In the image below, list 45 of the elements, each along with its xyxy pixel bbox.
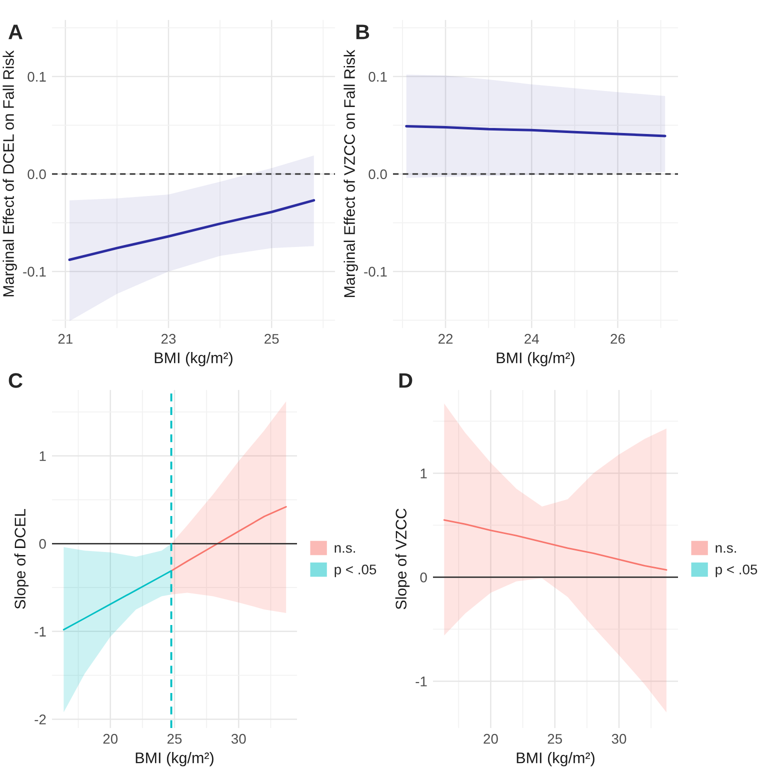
x-tick-label: 25 bbox=[264, 334, 279, 344]
y-tick-label: 0.0 bbox=[28, 169, 46, 180]
chart-title: D bbox=[399, 373, 412, 388]
x-tick-label: 30 bbox=[612, 734, 626, 744]
y-tick-label: 0.1 bbox=[368, 72, 387, 82]
y-tick-label: -2 bbox=[34, 714, 46, 724]
y-axis-title: Marginal Effect of DCEL on Fall Risk bbox=[2, 50, 17, 296]
y-axis-title: Marginal Effect of VZCC on Fall Risk bbox=[344, 50, 358, 297]
x-tick-label: 24 bbox=[524, 334, 539, 344]
chart-title: B bbox=[356, 24, 370, 40]
y-tick-label: 0 bbox=[39, 538, 46, 549]
chart-title: A bbox=[8, 24, 22, 40]
x-axis-title: BMI (kg/m²) bbox=[496, 352, 574, 366]
legend-label: n.s. bbox=[716, 545, 736, 553]
x-tick-label: 23 bbox=[161, 334, 176, 344]
x-tick-label: 25 bbox=[167, 734, 182, 744]
y-tick-label: 1 bbox=[40, 451, 46, 461]
y-tick-label: 0.1 bbox=[28, 72, 46, 82]
x-tick-label: 30 bbox=[231, 734, 246, 744]
y-tick-label: -1 bbox=[34, 626, 46, 636]
x-axis-title: BMI (kg/m²) bbox=[154, 352, 232, 366]
x-tick-label: 21 bbox=[58, 334, 72, 344]
line-series bbox=[405, 124, 666, 138]
x-tick-label: 20 bbox=[103, 734, 118, 744]
x-axis-title: BMI (kg/m²) bbox=[516, 752, 594, 766]
y-tick-label: 0 bbox=[420, 572, 427, 582]
y-tick-label: -0.1 bbox=[364, 266, 387, 277]
legend-label: p < .05 bbox=[716, 564, 758, 578]
x-axis-title: BMI (kg/m²) bbox=[136, 752, 214, 766]
y-tick-label: 1 bbox=[420, 468, 427, 478]
line-series bbox=[443, 519, 668, 571]
x-tick-label: 26 bbox=[610, 334, 625, 344]
y-tick-label: -1 bbox=[416, 676, 427, 686]
legend-label: n.s. bbox=[334, 545, 355, 553]
chart-title: C bbox=[8, 373, 22, 388]
x-tick-label: 25 bbox=[548, 734, 562, 744]
line-series bbox=[68, 199, 316, 262]
y-tick-label: -0.1 bbox=[23, 266, 46, 277]
x-tick-label: 22 bbox=[438, 334, 453, 344]
y-tick-label: 0.0 bbox=[368, 169, 387, 180]
y-axis-title: Slope of VZCC bbox=[395, 508, 410, 610]
x-tick-label: 20 bbox=[484, 734, 498, 744]
line-series bbox=[170, 506, 287, 572]
y-axis-title: Slope of DCEL bbox=[14, 508, 29, 609]
legend-label: p < .05 bbox=[334, 564, 376, 578]
